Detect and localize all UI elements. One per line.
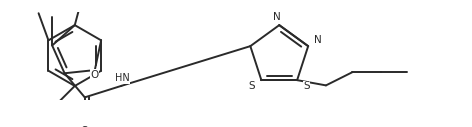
Text: S: S xyxy=(303,81,310,91)
Text: HN: HN xyxy=(115,74,130,83)
Text: N: N xyxy=(273,12,281,22)
Text: O: O xyxy=(81,126,89,127)
Text: S: S xyxy=(249,81,255,91)
Text: O: O xyxy=(91,70,99,80)
Text: N: N xyxy=(314,35,321,45)
